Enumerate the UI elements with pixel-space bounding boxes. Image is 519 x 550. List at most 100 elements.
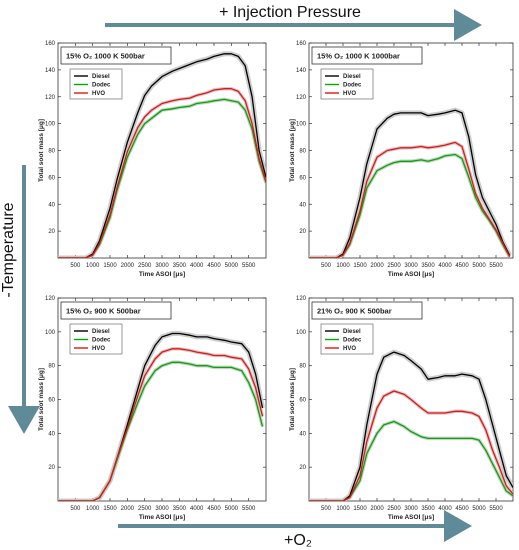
x-tick-label: 1000 xyxy=(336,263,350,269)
x-tick-label: 4500 xyxy=(455,506,469,512)
y-tick-label: 20 xyxy=(299,229,306,235)
oxygen-label: +O₂ xyxy=(284,532,312,549)
y-axis-label: Total soot mass [μg] xyxy=(38,368,45,431)
y-tick-label: 100 xyxy=(296,122,307,128)
legend: Diesel Dodec HVO xyxy=(320,323,374,355)
x-tick-label: 5500 xyxy=(489,506,503,512)
x-tick-label: 2500 xyxy=(138,506,152,512)
chart-title: 21% O₂ 900 K 500bar xyxy=(317,307,392,316)
legend-label-hvo: HVO xyxy=(92,91,105,97)
y-tick-label: 40 xyxy=(299,431,306,437)
x-tick-label: 4000 xyxy=(438,506,452,512)
x-tick-label: 500 xyxy=(70,506,81,512)
y-tick-label: 160 xyxy=(296,41,307,47)
x-tick-label: 2500 xyxy=(138,263,152,269)
series-line-diesel xyxy=(58,53,266,258)
chart-title-box xyxy=(311,301,423,320)
y-tick-label: 40 xyxy=(299,202,306,208)
x-tick-label: 2000 xyxy=(370,263,384,269)
injection-pressure-label: + Injection Pressure xyxy=(219,4,361,21)
x-tick-label: 4000 xyxy=(438,263,452,269)
x-tick-label: 3000 xyxy=(404,263,418,269)
series-group xyxy=(58,331,265,501)
x-tick-label: 4000 xyxy=(190,506,204,512)
y-tick-label: 20 xyxy=(48,229,55,235)
legend-label-dodec: Dodec xyxy=(343,338,362,344)
x-tick-label: 2500 xyxy=(387,263,401,269)
y-tick-label: 60 xyxy=(299,398,306,404)
x-tick-label: 500 xyxy=(70,263,81,269)
legend: Diesel Dodec HVO xyxy=(69,323,123,355)
legend-label-dodec: Dodec xyxy=(343,83,362,89)
chart-panel-4: 500 1000 1500 2000 2500 3000 3500 4000 4500 5000 5… xyxy=(289,296,514,521)
legend-label-hvo: HVO xyxy=(343,346,356,352)
chart-panel-3: 500 1000 1500 2000 2500 3000 3500 4000 4500 5000 5… xyxy=(38,296,267,521)
x-tick-label: 4500 xyxy=(207,506,221,512)
temperature-label: -Temperature xyxy=(0,202,17,297)
x-tick-label: 4000 xyxy=(190,263,204,269)
y-axis-label: Total soot mass [μg] xyxy=(289,368,296,431)
legend-label-diesel: Diesel xyxy=(92,329,110,335)
series-line-dodec xyxy=(309,420,513,501)
y-tick-label: 140 xyxy=(296,68,307,74)
x-tick-label: 5500 xyxy=(242,263,256,269)
legend-label-hvo: HVO xyxy=(343,91,356,97)
x-tick-label: 3500 xyxy=(173,263,187,269)
x-tick-label: 2000 xyxy=(121,263,135,269)
y-tick-label: 80 xyxy=(299,149,306,155)
y-tick-label: 60 xyxy=(299,175,306,181)
x-tick-label: 5000 xyxy=(225,506,239,512)
legend-label-hvo: HVO xyxy=(92,346,105,352)
x-tick-label: 500 xyxy=(321,506,332,512)
chart-panel-1: 500 1000 1500 2000 2500 3000 3500 4000 4500 5000 5… xyxy=(38,41,267,278)
x-tick-label: 5500 xyxy=(242,506,256,512)
series-line-hvo xyxy=(309,141,511,258)
x-tick-label: 1000 xyxy=(86,263,100,269)
x-tick-label: 5500 xyxy=(489,263,503,269)
x-tick-label: 1000 xyxy=(86,506,100,512)
x-tick-label: 1500 xyxy=(103,506,117,512)
y-tick-label: 100 xyxy=(45,330,56,336)
series-group xyxy=(58,51,266,258)
y-tick-label: 160 xyxy=(45,41,56,47)
series-group xyxy=(309,107,512,258)
y-tick-label: 140 xyxy=(45,68,56,74)
x-tick-label: 1000 xyxy=(336,506,350,512)
chart-title-box xyxy=(311,46,423,65)
y-axis-label: Total soot mass [μg] xyxy=(38,119,45,182)
y-tick-label: 120 xyxy=(45,296,56,302)
series-group xyxy=(309,349,513,501)
x-axis-label: Time ASOI [μs] xyxy=(139,514,185,521)
x-tick-label: 5000 xyxy=(225,263,239,269)
y-tick-label: 100 xyxy=(296,330,307,336)
x-axis-label: Time ASOI [μs] xyxy=(139,271,185,278)
series-line-hvo xyxy=(58,348,264,501)
y-tick-label: 20 xyxy=(48,465,55,471)
legend-label-diesel: Diesel xyxy=(343,74,361,80)
x-tick-label: 1500 xyxy=(353,263,367,269)
x-tick-label: 500 xyxy=(321,263,332,269)
y-tick-label: 100 xyxy=(45,122,56,128)
y-tick-label: 60 xyxy=(48,175,55,181)
x-tick-label: 3500 xyxy=(421,263,435,269)
y-tick-label: 120 xyxy=(296,95,307,101)
x-axis-label: Time ASOI [μs] xyxy=(388,514,434,521)
x-axis-label: Time ASOI [μs] xyxy=(388,271,434,278)
x-tick-label: 4500 xyxy=(455,263,469,269)
x-tick-label: 5000 xyxy=(472,506,486,512)
y-tick-label: 120 xyxy=(296,296,307,302)
legend: Diesel Dodec HVO xyxy=(320,68,374,100)
series-line-diesel xyxy=(309,109,511,258)
x-tick-label: 2500 xyxy=(387,506,401,512)
legend-box xyxy=(320,323,374,355)
x-tick-label: 1500 xyxy=(353,506,367,512)
chart-title-box xyxy=(60,301,172,320)
y-tick-label: 40 xyxy=(48,202,55,208)
series-line-diesel xyxy=(309,351,513,501)
series-line-dodec xyxy=(309,153,511,258)
x-tick-label: 1500 xyxy=(103,263,117,269)
chart-panel-2: 500 1000 1500 2000 2500 3000 3500 4000 4500 5000 5… xyxy=(289,41,514,278)
x-tick-label: 3500 xyxy=(173,506,187,512)
x-tick-label: 5000 xyxy=(472,263,486,269)
